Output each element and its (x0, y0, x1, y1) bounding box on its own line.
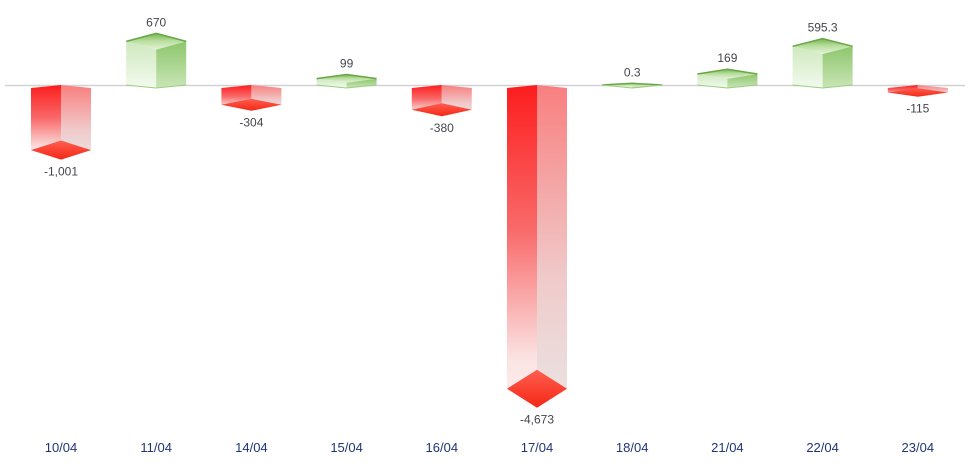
bar-bottom-edge (602, 84, 663, 89)
x-axis-label: 17/04 (521, 440, 554, 455)
bar-group-15/04: 99 (316, 57, 377, 89)
value-label: 595.3 (808, 21, 838, 35)
bar-cap-edge (126, 32, 187, 43)
bar-cap-edge (697, 68, 758, 75)
bar-cap-edge (792, 37, 853, 48)
bar-group-18/04: 0.3 (602, 65, 663, 89)
bar-cap (792, 38, 853, 54)
bar-bottom-edge (126, 84, 187, 89)
x-axis-label: 23/04 (902, 440, 935, 455)
x-axis-label: 10/04 (45, 440, 78, 455)
value-label: 99 (340, 57, 354, 71)
bar-group-14/04: -304 (221, 85, 282, 130)
value-label: -380 (430, 121, 454, 135)
bar-cap (411, 103, 472, 117)
value-label: 670 (146, 15, 166, 29)
bar-cap (31, 140, 91, 160)
bar-bottom-edge (792, 84, 853, 89)
bar-group-22/04: 595.3 (792, 21, 853, 89)
bar-group-11/04: 670 (126, 15, 187, 89)
bar-left-face (126, 41, 157, 88)
bar-right-face (61, 85, 91, 160)
value-label: -115 (906, 102, 929, 116)
bar-cap (507, 369, 567, 408)
bar-cap (887, 88, 948, 97)
value-label: -1,001 (44, 165, 78, 179)
bar-cap-edge (602, 82, 663, 86)
x-axis-label: 18/04 (616, 440, 649, 455)
bar-left-face (697, 74, 728, 88)
bar-group-17/04: -4,673 (507, 85, 567, 427)
bar-left-face (507, 85, 537, 408)
value-label: 0.3 (624, 65, 641, 79)
x-axis-label: 14/04 (235, 440, 268, 455)
x-axis-label: 22/04 (806, 440, 839, 455)
bar-group-23/04: -115 (887, 85, 948, 116)
value-label: -304 (239, 116, 263, 130)
x-axis-label: 21/04 (711, 440, 744, 455)
bar-right-face (822, 46, 853, 88)
bar-right-face (537, 85, 567, 408)
value-label: 169 (717, 51, 737, 65)
bar-cap (221, 98, 282, 111)
bar-left-face (31, 85, 61, 160)
bar-bottom-edge (697, 84, 758, 89)
bar-cap-edge (316, 73, 377, 80)
value-label: -4,673 (520, 413, 554, 427)
bar-right-face (727, 74, 758, 88)
bar-group-16/04: -380 (411, 85, 472, 135)
bar-right-face (156, 41, 187, 88)
x-axis-label: 16/04 (426, 440, 459, 455)
x-axis-label: 15/04 (330, 440, 363, 455)
bar-bottom-edge (316, 84, 377, 89)
bar-group-21/04: 169 (697, 51, 758, 89)
x-axis-label: 11/04 (140, 440, 172, 455)
bar-group-10/04: -1,001 (31, 85, 91, 179)
bar-cap (602, 83, 663, 87)
bar-cap (316, 74, 377, 83)
bar-left-face (792, 46, 823, 88)
